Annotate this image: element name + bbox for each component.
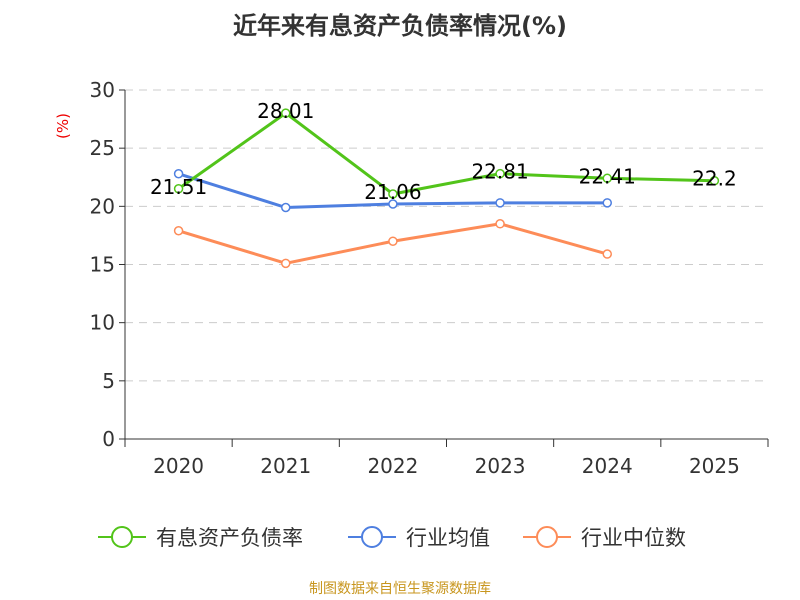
data-point	[602, 198, 612, 208]
y-tick-label: 25	[90, 136, 115, 160]
y-tick-label: 5	[102, 369, 115, 393]
data-point	[173, 184, 184, 194]
data-label: 22.2	[692, 167, 737, 191]
data-label: 21.51	[150, 175, 207, 199]
chart-title: 近年来有息资产负债率情况(%)	[233, 12, 567, 40]
data-point	[173, 226, 184, 236]
x-tick-label: 2023	[475, 454, 526, 478]
legend-label: 行业中位数	[581, 526, 686, 550]
y-tick-label: 10	[90, 311, 115, 335]
y-tick-label: 20	[90, 194, 115, 218]
data-point	[495, 219, 505, 229]
data-label: 22.81	[471, 160, 528, 184]
data-point	[495, 168, 505, 179]
data-point	[173, 169, 184, 179]
data-point	[388, 199, 398, 209]
y-tick-label: 15	[90, 253, 115, 277]
data-point	[281, 202, 291, 213]
legend-label: 有息资产负债率	[156, 526, 303, 550]
data-point	[602, 249, 612, 259]
data-point	[388, 236, 398, 246]
y-axis-label: (%)	[54, 113, 72, 139]
data-label: 22.41	[579, 164, 636, 188]
data-point	[709, 175, 720, 186]
legend-marker	[111, 526, 133, 548]
x-tick-label: 2024	[582, 454, 633, 478]
legend-marker	[361, 526, 383, 548]
x-tick-label: 2020	[153, 454, 204, 478]
data-label: 28.01	[257, 99, 314, 123]
data-point	[495, 198, 505, 208]
source-footer: 制图数据来自恒生聚源数据库	[309, 581, 491, 597]
x-tick-label: 2025	[689, 454, 740, 478]
y-tick-label: 30	[90, 78, 115, 102]
series-line	[177, 111, 715, 196]
data-point	[602, 173, 612, 184]
y-tick-label: 0	[102, 427, 115, 451]
x-tick-label: 2021	[260, 454, 311, 478]
x-tick-label: 2022	[367, 454, 418, 478]
data-point	[388, 189, 398, 199]
legend-marker	[536, 526, 558, 548]
data-point	[281, 258, 291, 269]
legend-label: 行业均值	[406, 526, 490, 550]
data-label: 21.06	[364, 180, 421, 204]
data-point	[281, 108, 291, 118]
